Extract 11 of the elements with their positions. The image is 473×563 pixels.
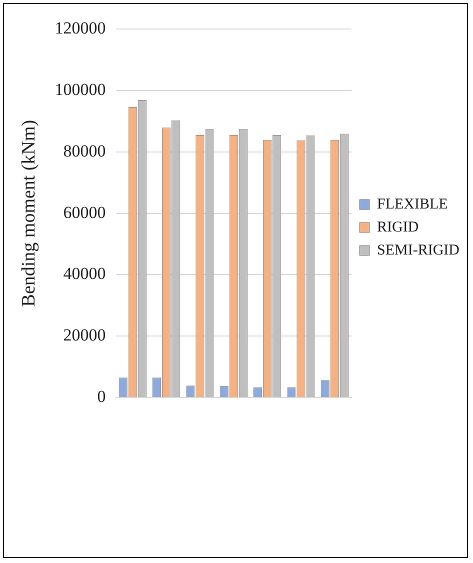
legend-label: SEMI-RIGID	[377, 242, 460, 258]
y-tick-label: 0	[97, 387, 106, 406]
y-tick-label: 20000	[63, 326, 106, 345]
legend-label: FLEXIBLE	[377, 196, 448, 212]
y-tick-label: 40000	[63, 264, 106, 284]
y-axis-title: Bending moment (kNm)	[18, 120, 40, 307]
y-tick-label: 60000	[63, 202, 106, 222]
y-tick-label: 120000	[54, 18, 106, 38]
legend-label: RIGID	[377, 219, 419, 236]
y-tick-label: 80000	[63, 141, 106, 160]
y-tick-label: 100000	[54, 80, 106, 99]
